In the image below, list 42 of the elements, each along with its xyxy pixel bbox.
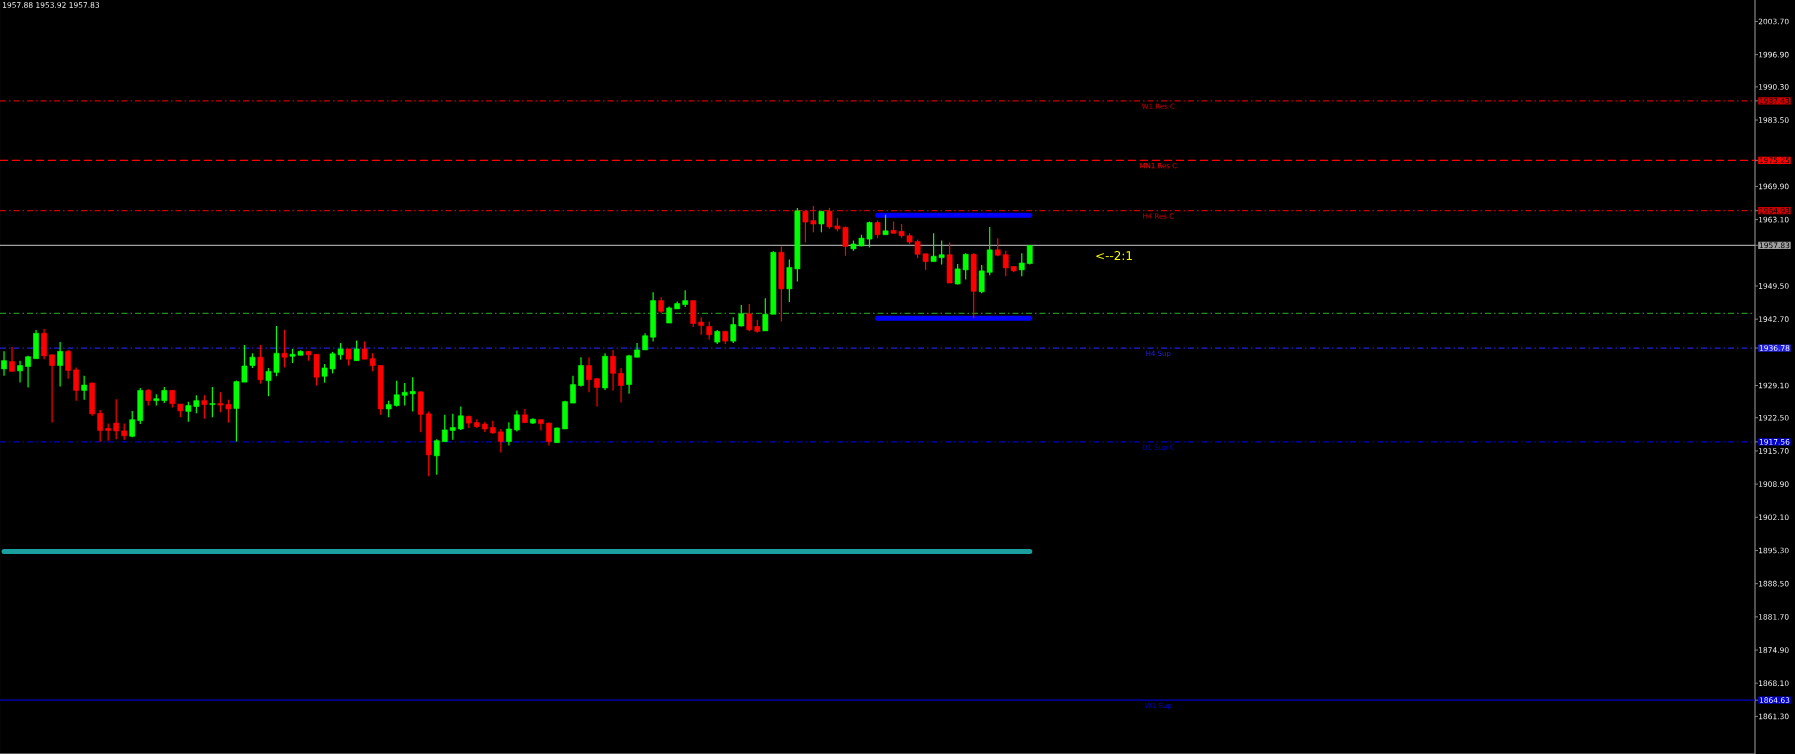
candlestick (353, 340, 360, 362)
candlestick (538, 418, 544, 432)
candlestick (257, 344, 264, 385)
candlestick (433, 438, 440, 476)
candlestick (201, 394, 208, 420)
candlestick (73, 366, 80, 402)
candlestick (730, 316, 737, 344)
candlestick (57, 341, 63, 388)
candlestick (97, 409, 104, 443)
candlestick (1, 350, 7, 377)
candlestick (281, 329, 288, 369)
candlestick (449, 413, 456, 441)
candlestick (690, 300, 697, 328)
candlestick (9, 346, 15, 372)
candlestick (417, 390, 424, 433)
candlestick (578, 356, 584, 388)
candlestick (570, 375, 576, 404)
candlestick (209, 386, 216, 418)
candlestick (498, 428, 504, 453)
candlestick (129, 410, 136, 438)
candlestick (706, 320, 713, 341)
candlestick (594, 377, 600, 408)
candlestick (457, 405, 464, 431)
candlestick (618, 367, 624, 404)
candlestick (41, 328, 47, 360)
candlestick (586, 356, 592, 393)
annotation: <--2:1 (1096, 251, 1132, 260)
candlestick (25, 355, 31, 389)
candlestick (65, 349, 71, 380)
candlestick (409, 376, 416, 412)
candlestick (506, 421, 512, 447)
candlestick (546, 422, 552, 447)
candlestick (441, 414, 448, 443)
candlestick (49, 354, 55, 424)
candlestick (17, 360, 23, 384)
candlestick (1018, 252, 1025, 277)
candlestick (738, 304, 745, 328)
candlestick (113, 398, 120, 440)
candlestick (882, 214, 889, 236)
candlestick (1002, 250, 1009, 277)
candlestick (81, 375, 88, 401)
candlestick (610, 349, 616, 391)
